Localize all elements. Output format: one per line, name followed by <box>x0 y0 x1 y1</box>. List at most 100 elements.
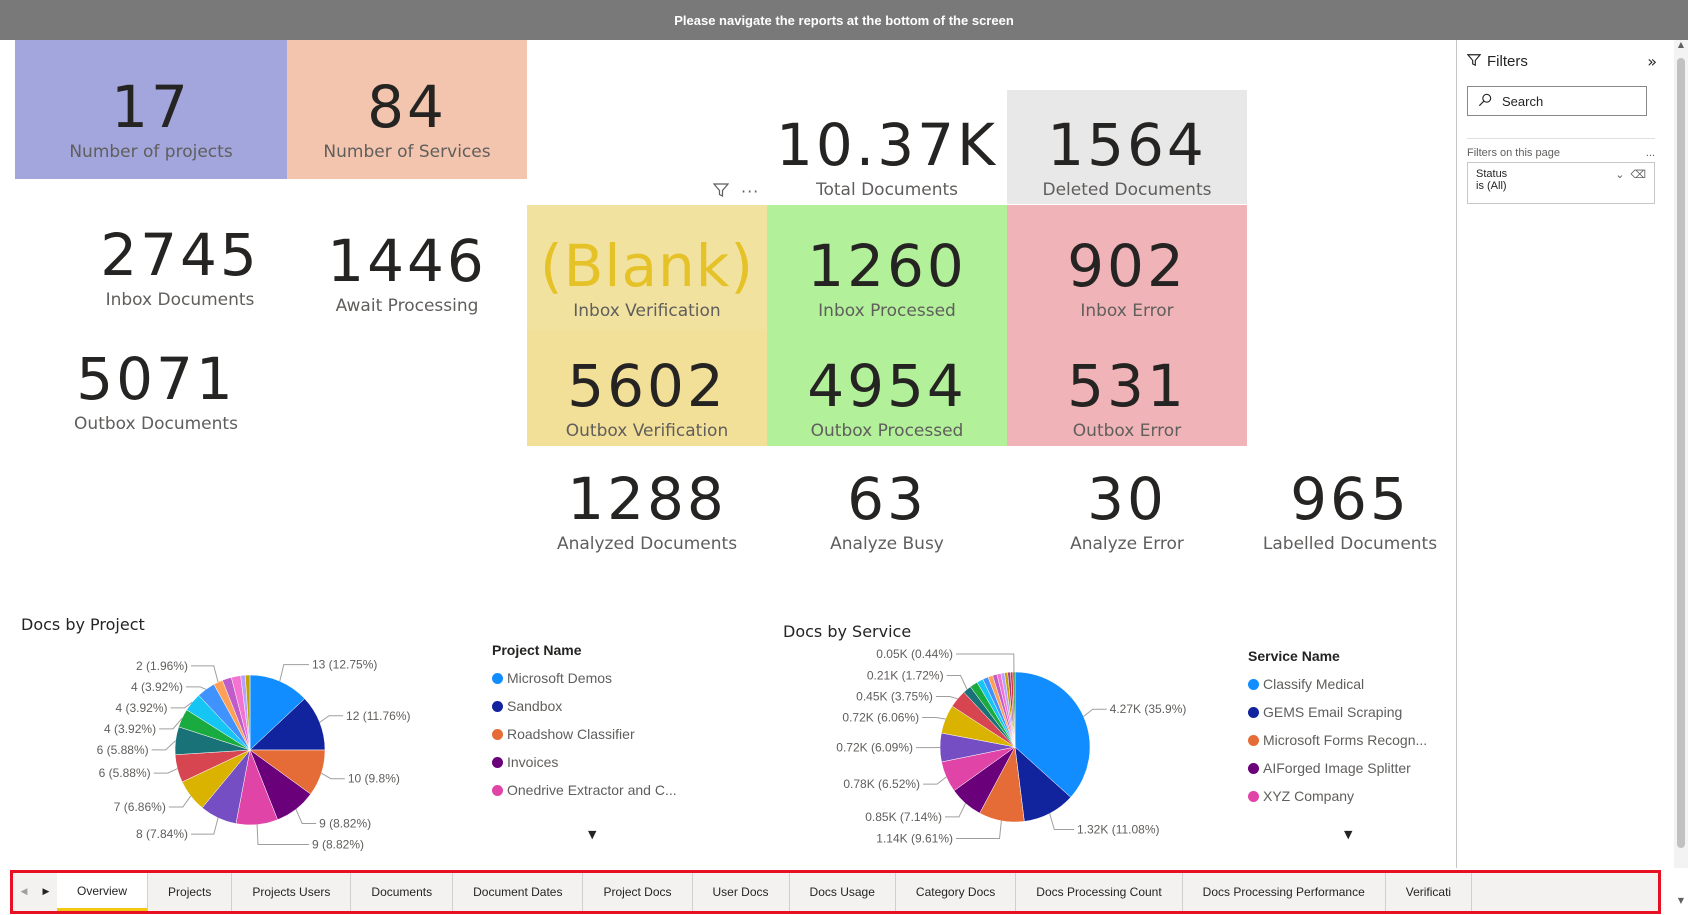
eraser-icon[interactable]: ⌫ <box>1630 169 1646 181</box>
legend-marker <box>492 700 503 712</box>
leader-line <box>946 675 968 690</box>
tab-prev-icon[interactable]: ◀ <box>20 887 28 897</box>
filters-title: Filters <box>1487 53 1528 70</box>
inbox-error-card[interactable]: 902 Inbox Error <box>1007 205 1247 331</box>
filter-icon[interactable] <box>712 182 730 202</box>
tab-docs-processing-count[interactable]: Docs Processing Count <box>1016 873 1183 911</box>
legend-item[interactable]: Invoices <box>492 748 677 776</box>
legend-item[interactable]: XYZ Company <box>1248 782 1427 810</box>
docs-by-project-title: Docs by Project <box>21 615 145 634</box>
data-label: 9 (8.82%) <box>312 837 364 851</box>
inbox-documents-card[interactable]: 2745 Inbox Documents <box>80 226 280 321</box>
legend-item[interactable]: AIForged Image Splitter <box>1248 754 1427 782</box>
await-processing-label: Await Processing <box>335 296 479 316</box>
tab-projects-users[interactable]: Projects Users <box>232 873 352 911</box>
data-label: 6 (5.88%) <box>97 743 149 757</box>
analyze-busy-card[interactable]: 63 Analyze Busy <box>767 470 1007 565</box>
filters-search-input[interactable]: Search <box>1467 86 1647 116</box>
tab-overview[interactable]: Overview <box>57 873 149 911</box>
inbox-processed-card[interactable]: 1260 Inbox Processed <box>767 205 1007 331</box>
deleted-documents-card[interactable]: 1564 Deleted Documents <box>1007 90 1247 204</box>
scroll-up-icon[interactable]: ▲ <box>1677 40 1685 49</box>
collapse-pane-icon[interactable]: » <box>1647 52 1657 71</box>
tab-next-icon[interactable]: ▶ <box>42 887 50 897</box>
scrollbar-thumb[interactable] <box>1677 58 1685 848</box>
inbox-verification-card[interactable]: (Blank) Inbox Verification <box>527 205 767 331</box>
outbox-documents-label: Outbox Documents <box>74 414 238 434</box>
legend-item[interactable]: Onedrive Extractor and C... <box>492 776 677 804</box>
vertical-scrollbar[interactable] <box>1674 40 1688 868</box>
pie-slice[interactable] <box>1012 671 1016 748</box>
pie-slice[interactable] <box>249 674 306 751</box>
filters-section-label: Filters on this page <box>1467 147 1560 159</box>
outbox-documents-count: 5071 <box>76 345 236 413</box>
filters-header: Filters » <box>1466 52 1657 71</box>
project-legend-title: Project Name <box>492 642 582 658</box>
legend-scroll-down-icon[interactable]: ▼ <box>1344 828 1353 841</box>
legend-item[interactable]: Sandbox <box>492 692 677 720</box>
analyze-error-card[interactable]: 30 Analyze Error <box>1007 470 1247 565</box>
data-label: 0.78K (6.52%) <box>843 777 920 791</box>
tab-category-docs[interactable]: Category Docs <box>896 873 1017 911</box>
chevron-down-icon[interactable]: ⌄ <box>1615 169 1625 181</box>
legend-item[interactable]: Microsoft Demos <box>492 664 677 692</box>
labelled-documents-count: 965 <box>1290 465 1410 533</box>
status-filter-card[interactable]: Status is (All) ⌄ ⌫ <box>1467 162 1655 204</box>
legend-item[interactable]: Classify Medical <box>1248 670 1427 698</box>
tab-docs-usage[interactable]: Docs Usage <box>790 873 896 911</box>
tab-docs-processing-performance[interactable]: Docs Processing Performance <box>1183 873 1386 911</box>
docs-by-service-pie[interactable]: 4.27K (35.9%) 1.32K (11.08%) 0.05K (0.44%)… <box>795 645 1235 885</box>
analyze-error-label: Analyze Error <box>1070 534 1184 554</box>
inbox-documents-label: Inbox Documents <box>105 290 255 310</box>
labelled-documents-card[interactable]: 965 Labelled Documents <box>1250 470 1450 565</box>
outbox-verification-count: 5602 <box>567 352 727 420</box>
leader-line <box>956 820 1002 839</box>
tab-navigation: ◀ ▶ <box>13 873 57 911</box>
docs-by-service-title: Docs by Service <box>783 622 912 641</box>
data-label: 4 (3.92%) <box>104 722 156 736</box>
legend-item[interactable]: GEMS Email Scraping <box>1248 698 1427 726</box>
tab-project-docs[interactable]: Project Docs <box>583 873 693 911</box>
tab-user-docs[interactable]: User Docs <box>693 873 790 911</box>
tab-documents[interactable]: Documents <box>351 873 454 911</box>
data-label: 9 (8.82%) <box>319 816 371 830</box>
legend-label: Invoices <box>507 754 559 770</box>
outbox-documents-card[interactable]: 5071 Outbox Documents <box>56 350 256 445</box>
services-label: Number of Services <box>323 142 491 162</box>
analyzed-documents-card[interactable]: 1288 Analyzed Documents <box>527 470 767 565</box>
outbox-processed-card[interactable]: 4954 Outbox Processed <box>767 331 1007 446</box>
outbox-error-label: Outbox Error <box>1072 421 1182 441</box>
legend-item[interactable]: Roadshow Classifier <box>492 720 677 748</box>
legend-scroll-down-icon[interactable]: ▼ <box>588 828 597 841</box>
tab-verificati[interactable]: Verificati <box>1386 873 1473 911</box>
total-documents-card[interactable]: 10.37K Total Documents <box>767 90 1007 204</box>
await-processing-count: 1446 <box>327 227 487 295</box>
await-processing-card[interactable]: 1446 Await Processing <box>307 232 507 327</box>
navigation-banner: Please navigate the reports at the botto… <box>0 0 1688 40</box>
services-card[interactable]: 84 Number of Services <box>287 40 527 179</box>
search-placeholder: Search <box>1502 93 1544 109</box>
docs-by-project-pie[interactable]: 13 (12.75%) 12 (11.76%) 10 (9.8%) 9 (8.82%)… <box>40 640 480 880</box>
data-label: 4 (3.92%) <box>131 680 183 694</box>
legend-label: AIForged Image Splitter <box>1263 760 1411 776</box>
legend-marker <box>492 756 503 768</box>
tab-document-dates[interactable]: Document Dates <box>453 873 584 911</box>
leader-line <box>1083 708 1107 717</box>
data-label: 10 (9.8%) <box>348 772 400 786</box>
more-options-icon[interactable]: ··· <box>741 182 760 201</box>
tab-projects[interactable]: Projects <box>148 873 233 911</box>
pie-slice[interactable] <box>245 674 251 751</box>
filter-funnel-icon <box>1466 53 1482 71</box>
scroll-down-icon[interactable]: ▼ <box>1677 896 1685 905</box>
leader-line <box>279 664 309 682</box>
service-legend: Service Name Classify Medical GEMS Email … <box>1248 648 1427 810</box>
filters-on-page-section: Filters on this page ... <box>1467 138 1655 159</box>
projects-card[interactable]: 17 Number of projects <box>15 40 287 179</box>
legend-item[interactable]: Microsoft Forms Recogn... <box>1248 726 1427 754</box>
analyzed-documents-count: 1288 <box>567 465 727 533</box>
more-options-icon[interactable]: ... <box>1645 147 1655 159</box>
outbox-verification-card[interactable]: 5602 Outbox Verification <box>527 331 767 446</box>
outbox-error-card[interactable]: 531 Outbox Error <box>1007 331 1247 446</box>
leader-line <box>256 824 309 845</box>
leader-line <box>321 772 345 780</box>
